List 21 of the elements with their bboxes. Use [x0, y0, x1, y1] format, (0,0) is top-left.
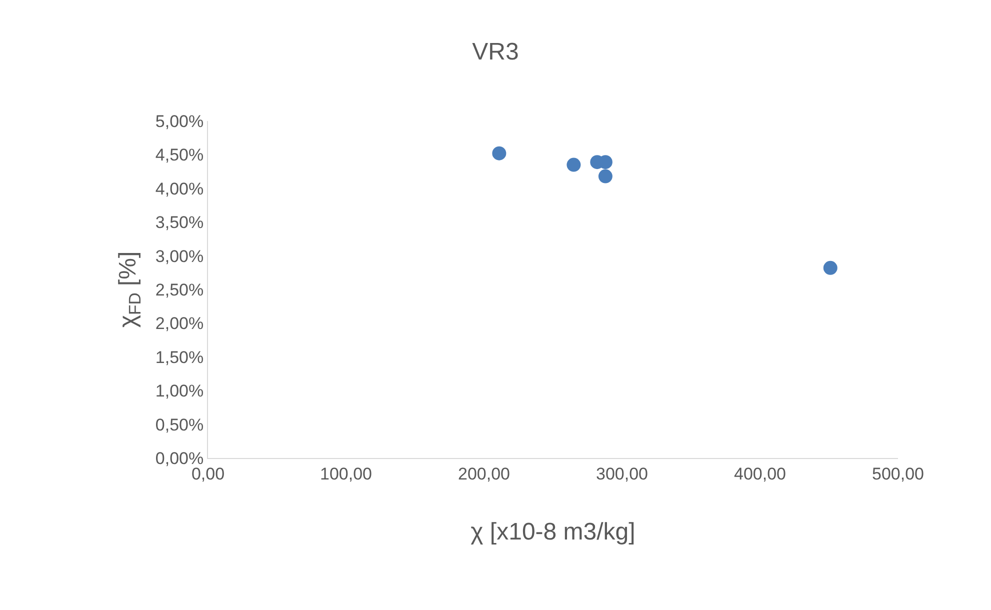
y-tick-label: 4,50% [155, 146, 204, 165]
y-tick-label: 1,00% [155, 382, 204, 401]
x-tick-label: 200,00 [458, 464, 510, 484]
y-tick-label: 2,50% [155, 280, 204, 300]
point [566, 158, 581, 172]
chart-title: VR3 [472, 38, 519, 66]
point [492, 146, 506, 160]
x-tick-label: 300,00 [596, 464, 648, 484]
y-tick-label: 3,00% [155, 246, 204, 266]
y-tick-label: 3,50% [155, 213, 204, 232]
x-tick-label: 500,00 [872, 464, 924, 484]
y-tick-label: 0,50% [155, 415, 204, 434]
point [598, 169, 612, 184]
x-tick-label: 100,00 [320, 464, 372, 484]
y-tick-label: 1,50% [155, 348, 204, 367]
x-axis-title: χ [x10-8 m3/kg] [470, 518, 636, 546]
y-tick-label: 4,00% [155, 179, 204, 198]
y-tick-label: 2,00% [155, 314, 204, 334]
point [823, 260, 838, 275]
x-tick-label: 400,00 [734, 464, 786, 484]
y-tick-label: 5,00% [155, 112, 204, 131]
